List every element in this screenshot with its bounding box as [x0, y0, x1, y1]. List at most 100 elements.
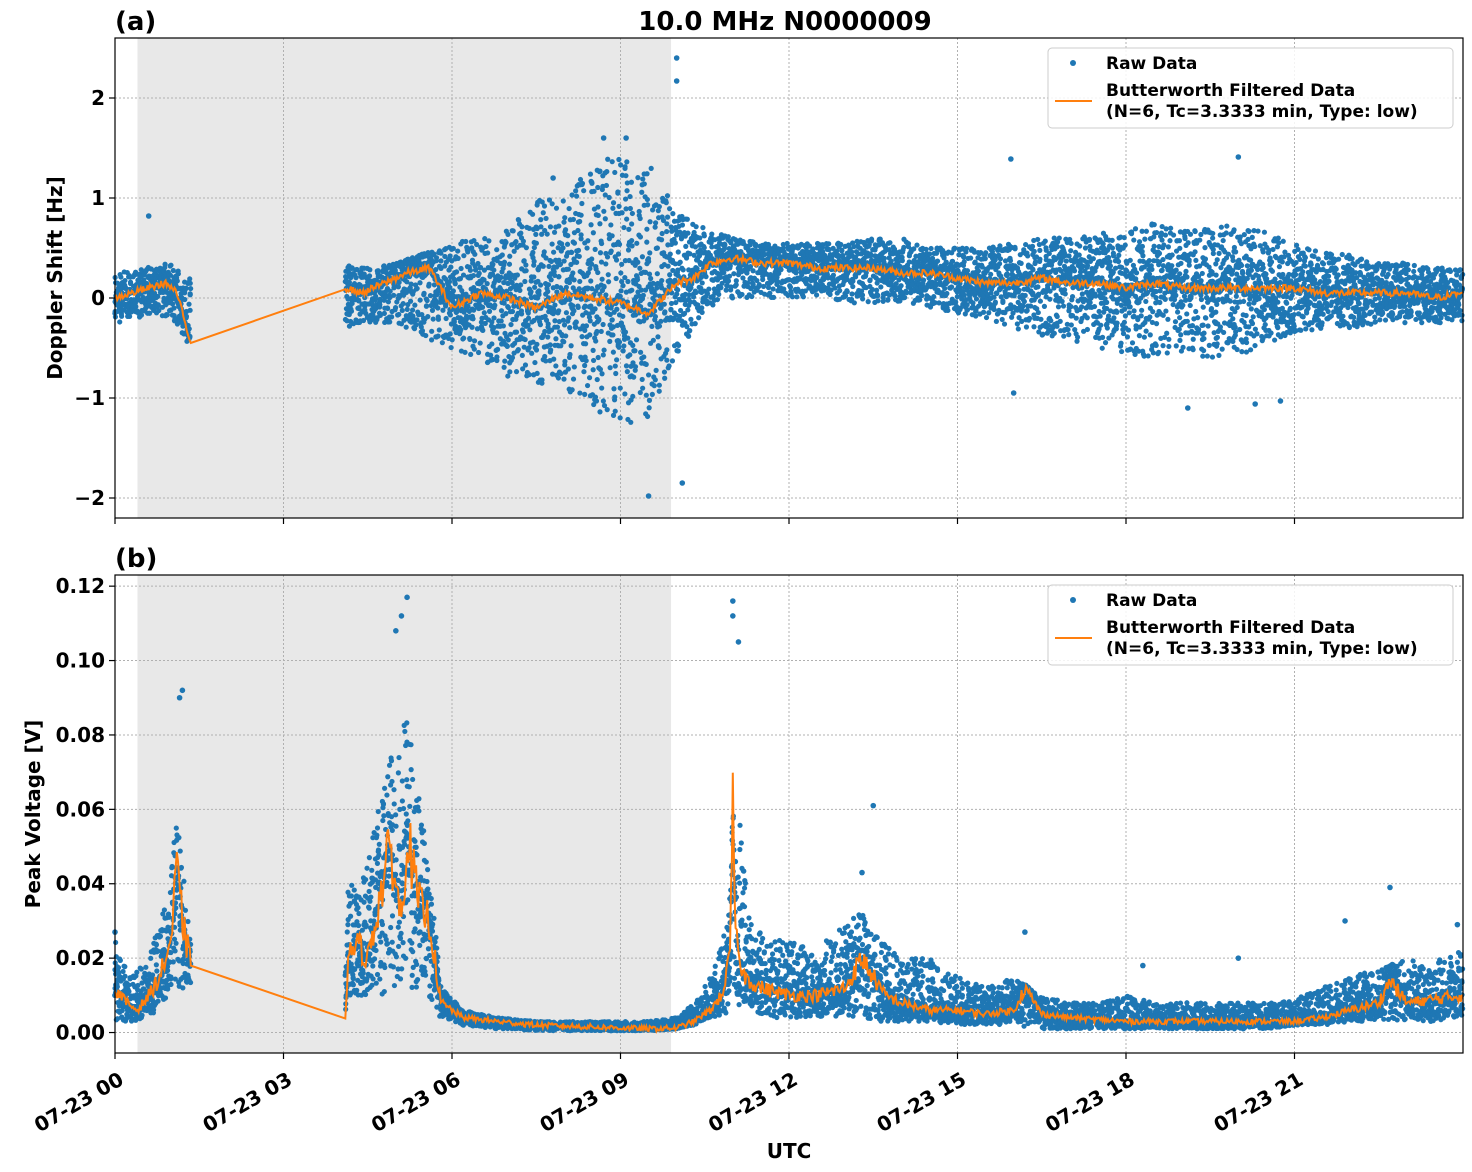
raw-data-point — [629, 237, 635, 244]
raw-data-point — [439, 340, 445, 346]
raw-data-point — [574, 193, 580, 199]
raw-data-point — [1071, 268, 1078, 274]
raw-data-point — [964, 268, 971, 274]
raw-data-point — [1035, 309, 1041, 316]
raw-data-point — [997, 256, 1004, 262]
raw-data-point — [546, 263, 552, 269]
raw-data-point — [186, 326, 192, 332]
raw-data-point — [610, 332, 616, 338]
raw-data-point — [973, 296, 980, 302]
raw-data-point — [656, 388, 662, 394]
raw-data-point — [620, 283, 626, 289]
raw-data-point — [670, 211, 676, 217]
raw-data-point — [361, 271, 367, 277]
raw-data-point — [996, 261, 1003, 267]
raw-data-point — [407, 298, 414, 304]
raw-data-point — [600, 398, 606, 404]
raw-data-point — [423, 303, 430, 309]
raw-data-point — [860, 296, 866, 302]
raw-data-point — [565, 233, 571, 239]
raw-data-point — [404, 306, 410, 312]
raw-data-point — [171, 305, 177, 311]
raw-data-point — [887, 240, 893, 246]
raw-data-point — [614, 306, 620, 312]
raw-data-point — [544, 231, 550, 237]
raw-data-point — [622, 391, 628, 397]
raw-data-point — [477, 265, 483, 271]
raw-data-point — [598, 328, 604, 335]
raw-data-point — [510, 228, 516, 234]
raw-data-point — [595, 184, 601, 191]
raw-data-point — [1068, 248, 1074, 254]
raw-data-point — [569, 387, 575, 393]
raw-data-point — [1054, 244, 1061, 250]
raw-data-point — [571, 240, 578, 246]
raw-data-point — [633, 337, 640, 343]
raw-data-point — [597, 168, 603, 174]
raw-data-point — [453, 269, 460, 275]
raw-data-point — [701, 231, 707, 237]
raw-data-point — [447, 331, 453, 337]
raw-data-point — [551, 356, 557, 362]
raw-data-point — [571, 308, 577, 314]
raw-data-point — [563, 333, 569, 339]
raw-data-point — [622, 165, 628, 172]
raw-data-point — [693, 289, 699, 296]
raw-data-point — [881, 255, 887, 261]
raw-data-point — [484, 281, 490, 287]
raw-data-point — [901, 244, 907, 250]
raw-data-point — [1099, 334, 1106, 340]
raw-data-point — [582, 362, 588, 369]
raw-data-point — [523, 245, 529, 251]
raw-data-point — [1104, 325, 1110, 331]
raw-data-point — [656, 204, 662, 210]
raw-data-point — [617, 415, 623, 421]
raw-data-point — [644, 196, 650, 203]
raw-data-point — [571, 364, 577, 370]
raw-data-point — [595, 212, 601, 219]
raw-data-point — [604, 168, 610, 175]
raw-data-point — [353, 275, 359, 281]
raw-data-point — [622, 329, 629, 335]
raw-data-point — [548, 277, 554, 283]
raw-data-point — [1029, 243, 1036, 249]
raw-data-point — [646, 271, 653, 277]
raw-data-point — [585, 238, 591, 244]
raw-data-point — [654, 245, 660, 251]
raw-data-point — [991, 306, 997, 313]
raw-data-point — [575, 247, 582, 253]
raw-data-point — [541, 203, 548, 209]
raw-data-point — [540, 210, 546, 216]
raw-data-point — [648, 275, 654, 282]
raw-data-point — [492, 302, 498, 308]
raw-data-point — [975, 268, 982, 274]
raw-data-point — [600, 321, 606, 328]
raw-data-point — [560, 317, 566, 323]
raw-data-point — [623, 363, 630, 369]
raw-data-point — [770, 286, 776, 292]
raw-data-point — [723, 287, 729, 293]
raw-data-point — [529, 211, 536, 217]
raw-data-point — [538, 217, 544, 223]
raw-data-point — [505, 231, 511, 237]
raw-data-point — [581, 369, 587, 375]
raw-data-point — [1056, 235, 1062, 241]
raw-data-point — [595, 354, 601, 361]
raw-data-point — [429, 307, 436, 313]
raw-data-point — [648, 165, 654, 171]
raw-data-point — [387, 319, 393, 325]
raw-data-point — [654, 271, 660, 277]
raw-data-point — [800, 294, 806, 300]
raw-data-point — [570, 376, 577, 382]
raw-data-point — [595, 204, 601, 210]
raw-data-point — [463, 238, 469, 245]
raw-data-point — [566, 205, 572, 212]
raw-data-point — [429, 337, 435, 343]
raw-data-point — [532, 284, 538, 290]
raw-data-point — [122, 277, 128, 284]
raw-data-point — [986, 310, 992, 316]
raw-data-point — [865, 299, 871, 305]
raw-data-point — [565, 266, 571, 272]
raw-data-point — [579, 334, 585, 340]
raw-data-point — [618, 162, 624, 168]
